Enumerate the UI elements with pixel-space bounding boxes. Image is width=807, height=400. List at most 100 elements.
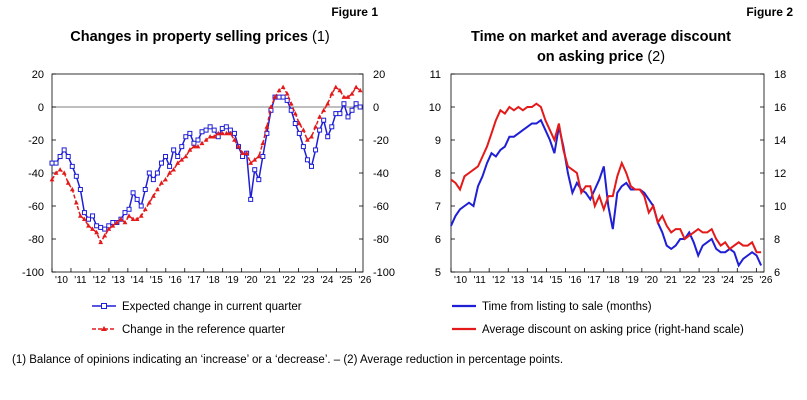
data-point [224, 130, 229, 136]
x-tick-label: '10 [454, 275, 467, 286]
y-tick-label: 20 [32, 69, 44, 81]
chart-title-note: (1) [308, 29, 330, 45]
figure-2: Figure 2 Time on market and average disco… [429, 5, 794, 336]
data-point [280, 94, 286, 100]
chart-title: Time on market and average discount [471, 29, 731, 45]
x-tick-label: '16 [569, 275, 582, 286]
data-point [207, 124, 213, 130]
data-point [345, 114, 351, 120]
data-point [78, 213, 83, 218]
data-point [357, 104, 363, 110]
data-point [333, 84, 339, 89]
data-point [240, 150, 245, 155]
data-point [126, 206, 132, 212]
data-point [167, 170, 172, 175]
data-point [118, 216, 124, 221]
x-tick-label: '24 [721, 275, 734, 286]
y-tick-label: 10 [429, 102, 441, 114]
data-point [53, 160, 59, 166]
data-point [171, 147, 177, 153]
data-point [341, 101, 347, 107]
data-point [158, 160, 164, 166]
data-point [252, 167, 258, 173]
data-point [284, 97, 290, 103]
data-point [195, 144, 201, 149]
data-point [215, 130, 221, 136]
data-point [69, 186, 75, 192]
data-point [106, 226, 112, 231]
data-point [65, 180, 71, 185]
y2-tick-label: 10 [774, 201, 786, 213]
x-tick-label: '11 [473, 275, 486, 286]
x-tick-label: '13 [511, 275, 524, 286]
data-point [175, 154, 181, 159]
data-point [232, 137, 237, 142]
data-point [329, 124, 335, 130]
y-tick-label: -60 [28, 201, 44, 213]
x-tick-label: '12 [492, 275, 505, 286]
data-point [146, 200, 152, 205]
data-point [203, 137, 209, 142]
data-point [240, 154, 246, 159]
y2-tick-label: 20 [373, 69, 385, 81]
data-point [248, 196, 254, 202]
y-tick-label: 8 [435, 168, 441, 180]
y-tick-label: 6 [435, 234, 441, 246]
data-point [73, 200, 79, 205]
data-point [256, 177, 262, 183]
x-tick-label: '20 [245, 275, 258, 286]
data-point [248, 160, 254, 165]
legend-label: Change in the reference quarter [122, 324, 285, 336]
data-point [284, 91, 290, 96]
data-point [244, 150, 249, 155]
data-point [142, 206, 148, 212]
x-tick-label: '20 [645, 275, 658, 286]
data-point [219, 130, 225, 136]
data-point [236, 144, 241, 149]
data-point [175, 160, 181, 165]
data-point [155, 186, 160, 192]
x-tick-label: '12 [93, 275, 106, 286]
data-point [57, 154, 63, 159]
data-point [138, 213, 144, 218]
chart-title: Changes in property selling prices (1) [70, 29, 329, 45]
data-point [126, 213, 132, 218]
data-point [187, 130, 193, 136]
data-point [130, 216, 136, 221]
y-tick-label: -40 [28, 168, 44, 180]
legend-swatch-marker [101, 303, 107, 309]
data-point [130, 190, 136, 196]
data-point [272, 94, 278, 99]
data-point [85, 216, 91, 222]
x-tick-label: '22 [283, 275, 296, 286]
data-point [321, 107, 327, 113]
x-tick-label: '23 [702, 275, 715, 286]
y-tick-label: 5 [435, 267, 441, 279]
series-line-2 [450, 102, 762, 254]
data-point [341, 94, 347, 99]
data-point [122, 210, 128, 216]
x-tick-label: '18 [607, 275, 620, 286]
data-point [211, 127, 217, 133]
x-tick-label: '15 [549, 275, 562, 286]
data-point [61, 147, 67, 153]
data-point [49, 177, 55, 182]
x-tick-label: '25 [339, 275, 352, 286]
chart-title-line2-text: on asking price [537, 49, 643, 65]
data-point [138, 203, 144, 209]
data-point [69, 163, 75, 169]
data-point [94, 229, 99, 235]
y-tick-label: -20 [28, 135, 44, 147]
legend-label: Time from listing to sale (months) [482, 301, 652, 313]
data-point [49, 160, 55, 166]
data-point [337, 111, 343, 117]
data-point [167, 163, 173, 169]
y2-tick-label: 12 [774, 168, 786, 180]
data-point [134, 196, 140, 202]
y2-tick-label: -60 [373, 201, 389, 213]
data-point [81, 210, 87, 216]
data-point [296, 120, 302, 126]
y-tick-label: -80 [28, 234, 44, 246]
